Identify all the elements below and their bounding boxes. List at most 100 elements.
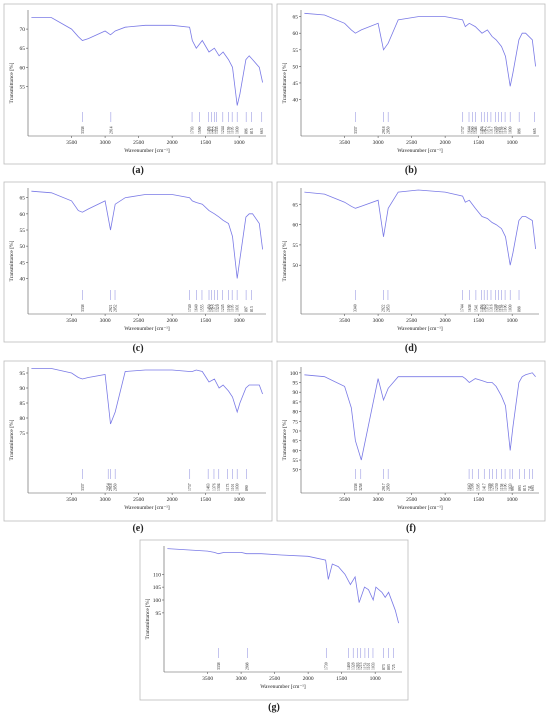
peak-label: 1643: [467, 483, 471, 491]
x-tick-label: 2000: [167, 497, 178, 503]
peak-label: 1644: [467, 126, 471, 134]
peak-label: 1418: [483, 304, 487, 312]
peak-label: 1372: [486, 126, 490, 134]
x-tick-label: 2000: [440, 318, 451, 324]
y-tick-label: 55: [293, 458, 299, 464]
y-tick-label: 60: [20, 65, 26, 71]
peak-label: 1412: [210, 126, 214, 134]
x-tick-label: 3500: [66, 497, 77, 503]
x-tick-label: 2500: [133, 140, 144, 146]
y-tick-label: 100: [153, 598, 162, 604]
peak-label: 1033: [371, 662, 375, 670]
panel-label: (b): [405, 165, 417, 176]
peak-label: 1737: [461, 126, 465, 134]
peak-label: 3338: [81, 304, 85, 312]
peak-label: 1248: [494, 304, 498, 312]
y-tick-label: 100: [290, 371, 299, 377]
peak-label: 1173: [226, 483, 230, 491]
x-tick-label: 2500: [269, 676, 280, 682]
x-tick-label: 3000: [373, 140, 384, 146]
y-tick-label: 50: [293, 64, 299, 70]
panel-frame: [3, 181, 273, 343]
peak-label: 1158: [500, 483, 504, 491]
peak-label: 3338: [81, 126, 85, 134]
y-axis-title: Transmittance [%]: [9, 240, 15, 281]
x-tick-label: 3000: [373, 497, 384, 503]
peak-label: 1376: [212, 483, 216, 491]
panel-label: (f): [406, 523, 416, 534]
x-tick-label: 1000: [234, 497, 245, 503]
x-tick-label: 1500: [473, 318, 484, 324]
peak-label: 873: [382, 664, 386, 670]
peak-label: 663: [260, 128, 264, 134]
y-tick-label: 65: [293, 439, 299, 445]
peak-label: 1450: [207, 304, 211, 312]
panel-label: (a): [132, 165, 144, 176]
peak-label: 1304: [217, 483, 221, 491]
peak-label: 1033: [508, 483, 512, 491]
peak-label: 1106: [503, 483, 507, 491]
panel-label: (d): [405, 343, 417, 354]
peak-label: 1456: [207, 126, 211, 134]
y-tick-label: 85: [293, 400, 299, 406]
peak-label: 1201: [497, 126, 501, 134]
spectrum-line: [31, 190, 263, 279]
y-tick-label: 65: [20, 46, 26, 52]
peak-label: 2918: [109, 483, 113, 491]
y-tick-label: 75: [293, 419, 299, 425]
y-tick-label: 65: [293, 202, 299, 208]
panel-label: (e): [132, 523, 143, 534]
y-tick-label: 105: [153, 585, 162, 591]
y-tick-label: 40: [293, 98, 299, 104]
x-tick-label: 3000: [100, 318, 111, 324]
y-tick-label: 60: [293, 31, 299, 37]
peak-label: 3337: [81, 483, 85, 491]
peak-label: 1296: [491, 483, 495, 491]
spectrum-line: [31, 368, 263, 425]
y-tick-label: 65: [20, 196, 26, 202]
peak-label: 1201: [497, 304, 501, 312]
peak-label: 1638: [468, 304, 472, 312]
x-tick-label: 1000: [234, 140, 245, 146]
peak-label: 1744: [461, 304, 465, 312]
peak-label: 1245: [221, 304, 225, 312]
panel-label: (c): [132, 343, 143, 354]
peak-label: 1030: [236, 126, 240, 134]
x-tick-label: 1000: [234, 318, 245, 324]
peak-label: 803: [387, 664, 391, 670]
y-axis-title: Transmittance [%]: [9, 419, 15, 460]
y-tick-label: 55: [293, 48, 299, 54]
peak-label: 1339: [488, 483, 492, 491]
x-tick-label: 1000: [507, 140, 518, 146]
x-tick-label: 3500: [339, 497, 350, 503]
peak-label: 2908: [246, 662, 250, 670]
panel-frame: [276, 3, 546, 165]
peak-label: 893: [518, 485, 522, 491]
peak-label: 1215: [359, 662, 363, 670]
peak-label: 3338: [354, 483, 358, 491]
peak-label: 1463: [207, 483, 211, 491]
peak-label: 3340: [354, 304, 358, 312]
peak-label: 2853: [386, 304, 390, 312]
peak-label: 1703: [190, 126, 194, 134]
peak-label: 890: [245, 485, 249, 491]
peak-label: 1159: [227, 126, 231, 134]
peak-label: 897: [244, 306, 248, 312]
y-tick-label: 50: [20, 244, 26, 250]
peak-label: 2914: [109, 126, 113, 134]
peak-label: 1316: [489, 304, 493, 312]
peak-label: 1105: [231, 126, 235, 134]
x-axis-title: Wavenumber [cm⁻¹]: [397, 148, 443, 154]
panel-frame: [276, 181, 546, 343]
y-tick-label: 95: [156, 611, 162, 617]
peak-label: 2921: [109, 304, 113, 312]
peak-label: 815: [250, 128, 254, 134]
peak-label: 1400: [347, 662, 351, 670]
peak-label: 1030: [509, 126, 513, 134]
peak-label: 1263: [356, 662, 360, 670]
y-tick-label: 90: [293, 390, 299, 396]
y-tick-label: 70: [293, 429, 299, 435]
spectrum-line: [304, 189, 536, 266]
